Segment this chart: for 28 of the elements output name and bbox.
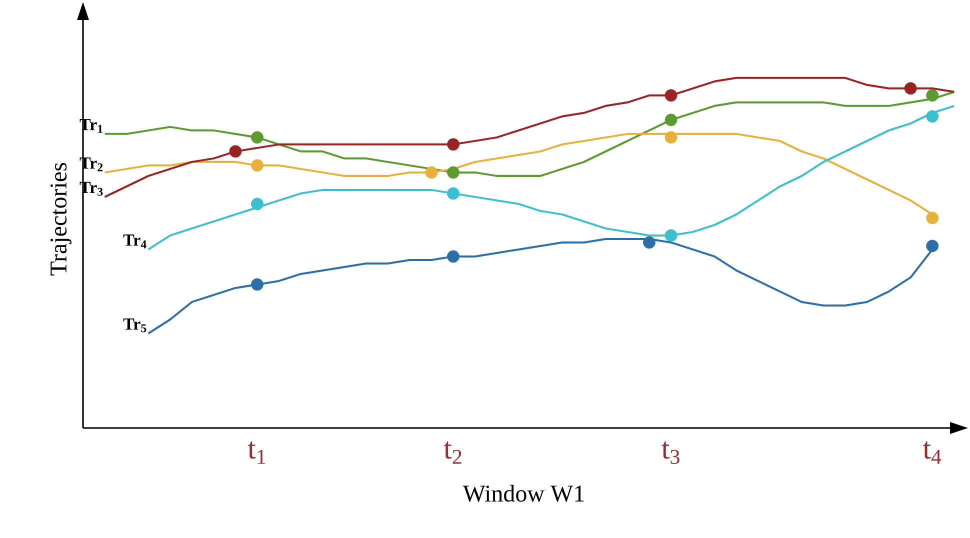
point [664, 131, 678, 144]
point [664, 114, 678, 126]
point [447, 138, 460, 151]
point [447, 250, 460, 263]
x-tick-label: t$_{3}$ [662, 442, 680, 464]
point [251, 278, 264, 291]
point [926, 89, 939, 102]
point [425, 166, 438, 179]
point [251, 198, 264, 210]
series-label: Tr$_{4}$ [123, 234, 146, 248]
x-axis-title: Window W1 [462, 484, 584, 502]
point [926, 212, 939, 224]
point [664, 89, 678, 102]
point [664, 229, 678, 242]
point [447, 187, 460, 200]
x-tick-label: t$_{4}$ [922, 442, 942, 464]
point [643, 236, 656, 249]
series-label: Tr$_{5}$ [123, 318, 146, 332]
point [904, 82, 917, 95]
point [229, 145, 242, 158]
point [251, 159, 264, 172]
point [447, 166, 460, 179]
point [926, 110, 939, 123]
x-tick-label: t$_{2}$ [444, 442, 462, 464]
point [251, 131, 264, 144]
y-axis-title: Trajectories [50, 162, 72, 276]
point [926, 240, 939, 252]
x-tick-label: t$_{1}$ [248, 442, 266, 464]
